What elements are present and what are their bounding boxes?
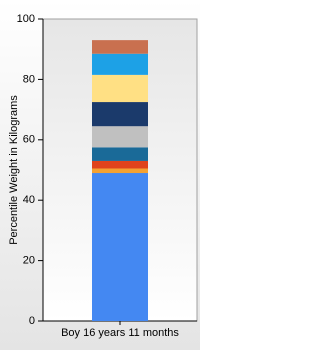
bar-segment [92,147,148,161]
y-tick-label: 0 [29,315,35,327]
y-tick-label: 40 [23,194,35,206]
bar-segment [92,102,148,127]
bar-segment [92,40,148,54]
bar-segment [92,126,148,148]
bar-segment [92,53,148,75]
bar-segment [92,74,148,103]
y-tick-label: 20 [23,255,35,267]
y-tick-label: 100 [17,13,35,25]
chart: Percentile Weight in Kilograms 0 20 40 60 80… [0,0,200,350]
bar-segment [92,173,148,321]
bar-segment [92,160,148,169]
x-tick-label: Boy 16 years 11 months [61,327,179,339]
y-tick-label: 60 [23,134,35,146]
y-axis-label: Percentile Weight in Kilograms [8,95,20,245]
bar-segment [92,168,148,174]
y-tick-label: 80 [23,73,35,85]
